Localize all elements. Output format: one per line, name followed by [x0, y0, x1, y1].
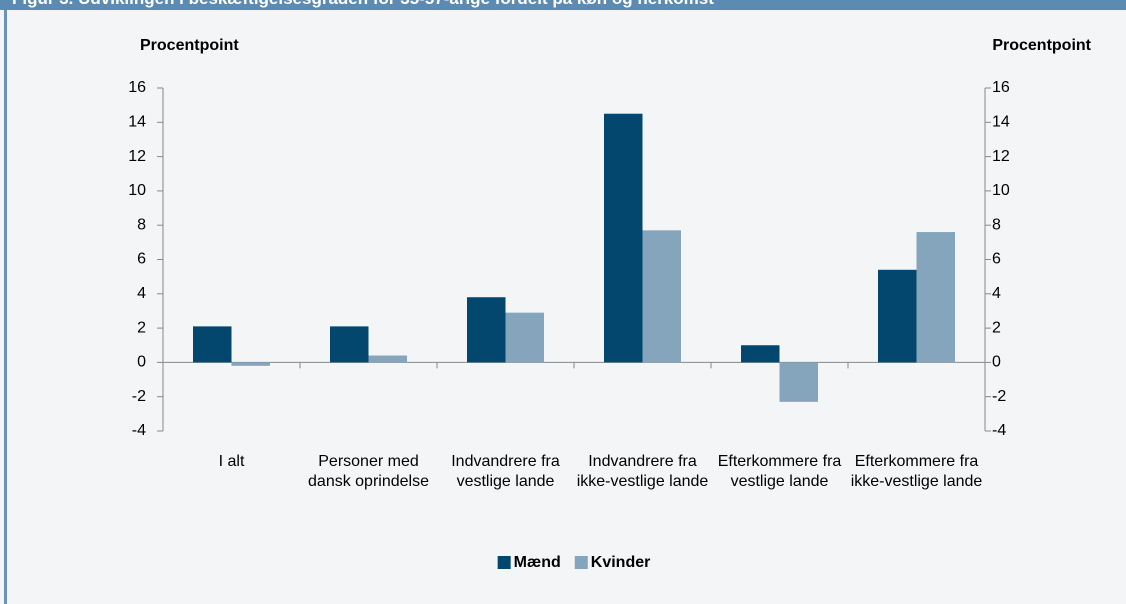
bar	[779, 362, 818, 402]
y-tick-label: 16	[128, 79, 146, 96]
y2-tick-label: 0	[992, 354, 1001, 371]
y-tick-label: 6	[137, 251, 146, 268]
y-tick-label: -4	[132, 422, 146, 439]
bar	[193, 326, 232, 363]
y2-tick-label: 4	[992, 285, 1001, 302]
legend-label: Kvinder	[591, 554, 651, 571]
legend-swatch	[497, 556, 511, 569]
bar	[878, 269, 917, 363]
bar	[368, 355, 407, 363]
y2-tick-label: -4	[992, 422, 1006, 439]
bar	[642, 230, 681, 363]
legend-label: Mænd	[514, 554, 561, 571]
y2-tick-label: 12	[992, 148, 1010, 165]
bar	[741, 345, 780, 363]
x-tick-label: I alt	[218, 453, 245, 470]
x-tick-label: Efterkommere fra ikke-vestlige lande	[850, 453, 983, 490]
chart-title: Figur 3. Udviklingen i beskæftigelsesgra…	[0, 0, 1126, 10]
bar	[505, 312, 544, 363]
y-tick-label: -2	[132, 388, 146, 405]
x-tick-label: Indvandrere fra vestlige lande	[451, 453, 560, 490]
y-tick-label: 14	[128, 114, 146, 131]
y-tick-label: 12	[128, 148, 146, 165]
y2-tick-label: 16	[992, 79, 1010, 96]
y2-tick-label: -2	[992, 388, 1006, 405]
y-tick-label: 8	[137, 216, 146, 233]
y-axis-label: Procentpoint	[140, 37, 239, 54]
x-tick-label: Indvandrere fra ikke-vestlige lande	[576, 453, 709, 490]
y-tick-label: 4	[137, 285, 146, 302]
y2-tick-label: 10	[992, 182, 1010, 199]
frame-rule	[4, 10, 7, 604]
legend-swatch	[574, 556, 588, 569]
y2-tick-label: 6	[992, 251, 1001, 268]
y2-tick-label: 8	[992, 216, 1001, 233]
y-tick-label: 10	[128, 182, 146, 199]
bar	[916, 232, 955, 363]
y2-axis-label: Procentpoint	[992, 37, 1091, 54]
bar	[330, 326, 369, 363]
y2-tick-label: 2	[992, 319, 1001, 336]
x-tick-label: Personer med dansk oprindelse	[308, 453, 429, 490]
bar	[604, 113, 643, 363]
bar	[231, 362, 270, 366]
y-tick-label: 0	[137, 354, 146, 371]
y-tick-label: 2	[137, 319, 146, 336]
y2-tick-label: 14	[992, 114, 1010, 131]
bar	[467, 297, 506, 363]
x-tick-label: Efterkommere fra vestlige lande	[717, 453, 842, 490]
